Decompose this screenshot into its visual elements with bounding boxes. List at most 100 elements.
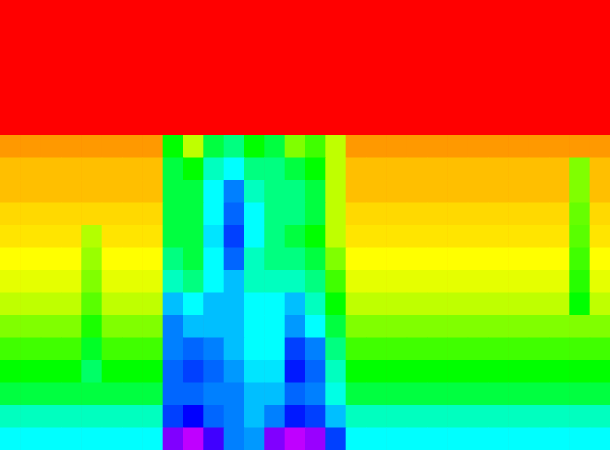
cell: [468, 0, 489, 23]
cell: [102, 135, 123, 158]
cell: [244, 225, 265, 248]
cell: [41, 158, 62, 181]
cell: [590, 23, 610, 46]
cell: [407, 113, 428, 136]
cell: [508, 90, 529, 113]
cell: [569, 0, 590, 23]
cell: [203, 293, 224, 316]
cell: [447, 293, 468, 316]
cell: [224, 158, 245, 181]
cell: [305, 45, 326, 68]
cell: [285, 90, 306, 113]
cell: [41, 135, 62, 158]
cell: [20, 158, 41, 181]
cell: [447, 45, 468, 68]
cell: [427, 383, 448, 406]
cell: [122, 405, 143, 428]
cell: [20, 0, 41, 23]
cell: [41, 23, 62, 46]
cell: [183, 293, 204, 316]
cell: [549, 270, 570, 293]
cell: [386, 203, 407, 226]
cell: [122, 113, 143, 136]
cell: [203, 23, 224, 46]
cell: [468, 158, 489, 181]
cell: [81, 293, 102, 316]
cell: [427, 90, 448, 113]
cell: [41, 360, 62, 383]
cell: [366, 293, 387, 316]
cell: [590, 405, 610, 428]
cell: [590, 383, 610, 406]
cell: [447, 90, 468, 113]
cell: [224, 180, 245, 203]
cell: [325, 338, 346, 361]
cell: [468, 180, 489, 203]
cell: [244, 113, 265, 136]
cell: [122, 248, 143, 271]
cell: [0, 338, 21, 361]
cell: [285, 383, 306, 406]
cell: [508, 135, 529, 158]
cell: [264, 113, 285, 136]
cell: [346, 158, 367, 181]
cell: [346, 338, 367, 361]
cell: [590, 45, 610, 68]
cell: [81, 158, 102, 181]
cell: [508, 293, 529, 316]
cell: [427, 405, 448, 428]
cell: [529, 248, 550, 271]
cell: [427, 45, 448, 68]
cell: [325, 23, 346, 46]
cell: [61, 360, 82, 383]
cell: [163, 113, 184, 136]
cell: [569, 135, 590, 158]
cell: [488, 270, 509, 293]
cell: [305, 293, 326, 316]
cell: [264, 405, 285, 428]
cell: [488, 113, 509, 136]
cell: [549, 360, 570, 383]
cell: [244, 270, 265, 293]
cell: [41, 383, 62, 406]
cell: [468, 293, 489, 316]
cell: [285, 428, 306, 450]
cell: [20, 45, 41, 68]
cell: [224, 360, 245, 383]
cell: [386, 90, 407, 113]
cell: [447, 225, 468, 248]
cell: [61, 428, 82, 450]
cell: [549, 293, 570, 316]
cell: [163, 270, 184, 293]
cell: [0, 225, 21, 248]
cell: [346, 360, 367, 383]
cell: [386, 270, 407, 293]
cell: [488, 23, 509, 46]
cell: [468, 405, 489, 428]
cell: [61, 315, 82, 338]
cell: [569, 383, 590, 406]
cell: [325, 0, 346, 23]
cell: [529, 135, 550, 158]
cell: [346, 315, 367, 338]
cell: [386, 158, 407, 181]
cell: [325, 360, 346, 383]
cell: [386, 248, 407, 271]
cell: [122, 203, 143, 226]
cell: [549, 338, 570, 361]
cell: [224, 135, 245, 158]
cell: [325, 248, 346, 271]
cell: [102, 225, 123, 248]
cell: [163, 428, 184, 450]
cell: [244, 45, 265, 68]
cell: [81, 180, 102, 203]
cell: [305, 0, 326, 23]
cell: [569, 23, 590, 46]
cell: [590, 0, 610, 23]
cell: [386, 135, 407, 158]
cell: [41, 248, 62, 271]
cell: [163, 0, 184, 23]
cell: [508, 405, 529, 428]
cell: [325, 405, 346, 428]
cell: [549, 203, 570, 226]
